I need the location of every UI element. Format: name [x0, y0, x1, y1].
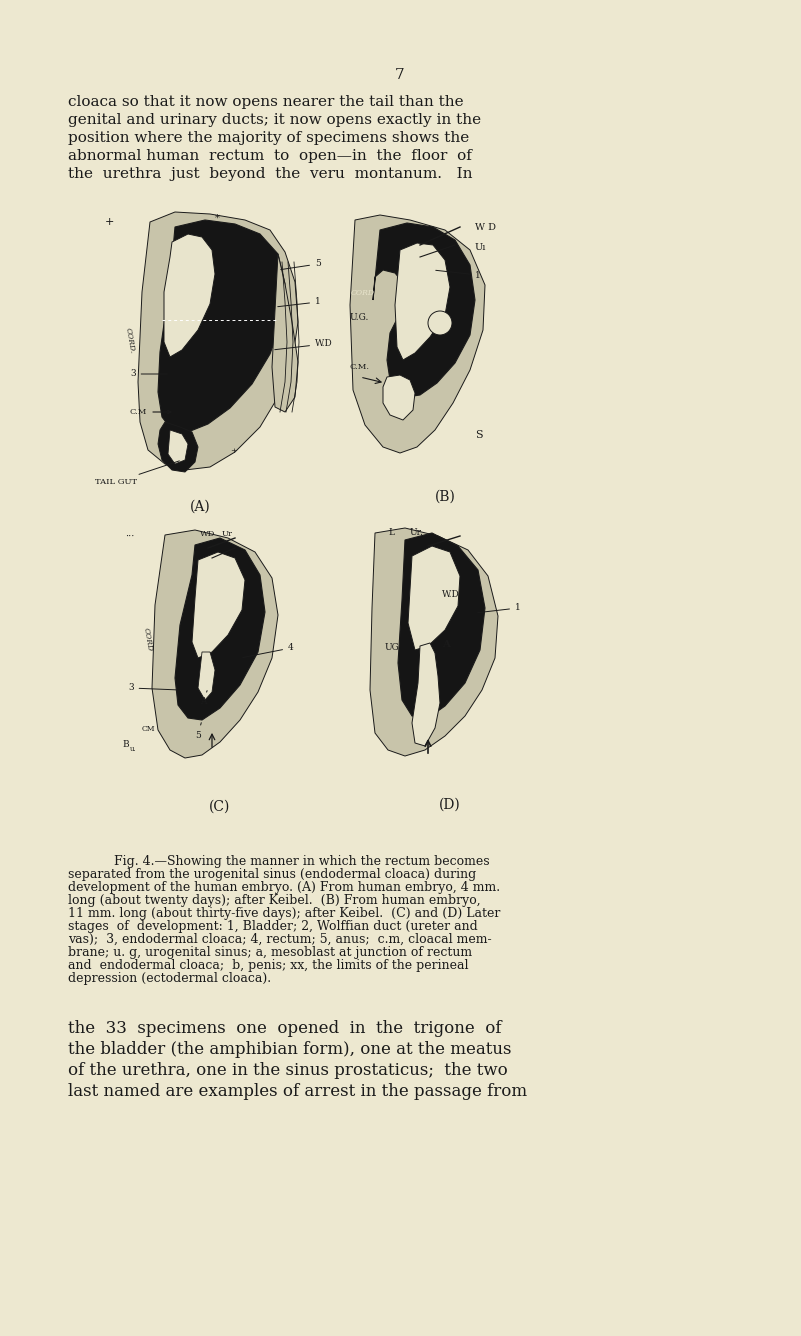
Text: CORD: CORD [351, 289, 375, 297]
Text: A: A [442, 640, 450, 649]
Polygon shape [272, 254, 298, 411]
Polygon shape [412, 643, 440, 745]
Text: stages  of  development: 1, Bladder; 2, Wolffian duct (ureter and: stages of development: 1, Bladder; 2, Wo… [68, 921, 477, 933]
Text: C.M: C.M [130, 407, 171, 415]
Text: 1: 1 [278, 298, 320, 307]
Text: 4: 4 [243, 644, 294, 657]
Text: A: A [200, 691, 207, 707]
Text: cloaca so that it now opens nearer the tail than the: cloaca so that it now opens nearer the t… [68, 95, 464, 110]
Text: separated from the urogenital sinus (endodermal cloaca) during: separated from the urogenital sinus (end… [68, 868, 477, 880]
Polygon shape [398, 533, 485, 717]
Text: TAIL GUT: TAIL GUT [95, 461, 179, 486]
Text: 3: 3 [130, 370, 167, 378]
Text: Ur: Ur [222, 530, 233, 538]
Text: abnormal human  rectum  to  open—in  the  floor  of: abnormal human rectum to open—in the flo… [68, 150, 472, 163]
Text: 1: 1 [436, 270, 481, 279]
Polygon shape [408, 546, 460, 651]
Polygon shape [138, 212, 298, 470]
Text: B: B [122, 740, 129, 749]
Text: of the urethra, one in the sinus prostaticus;  the two: of the urethra, one in the sinus prostat… [68, 1062, 508, 1079]
Text: long (about twenty days); after Keibel.  (B) From human embryo,: long (about twenty days); after Keibel. … [68, 894, 481, 907]
Polygon shape [175, 538, 265, 720]
Text: +: + [230, 448, 237, 456]
Text: W D: W D [475, 223, 496, 232]
Text: W.D: W.D [275, 339, 332, 350]
Text: 3: 3 [128, 684, 177, 692]
Polygon shape [373, 223, 475, 397]
Text: (A): (A) [190, 500, 211, 514]
Text: genital and urinary ducts; it now opens exactly in the: genital and urinary ducts; it now opens … [68, 114, 481, 127]
Text: C.M.: C.M. [350, 363, 370, 371]
Text: brane; u. g, urogenital sinus; a, mesoblast at junction of rectum: brane; u. g, urogenital sinus; a, mesobl… [68, 946, 472, 959]
Text: *: * [215, 214, 220, 223]
Text: last named are examples of arrest in the passage from: last named are examples of arrest in the… [68, 1083, 527, 1100]
Text: CORD: CORD [142, 627, 154, 652]
Text: 1: 1 [477, 604, 521, 613]
Text: Fig. 4.—Showing the manner in which the rectum becomes: Fig. 4.—Showing the manner in which the … [98, 855, 489, 868]
Text: development of the human embryo. (A) From human embryo, 4 mm.: development of the human embryo. (A) Fro… [68, 880, 500, 894]
Polygon shape [168, 430, 188, 464]
Text: CM: CM [142, 725, 155, 733]
Text: UG: UG [385, 643, 400, 652]
Text: A: A [433, 321, 441, 329]
Text: depression (ectodermal cloaca).: depression (ectodermal cloaca). [68, 973, 271, 985]
Text: S: S [475, 430, 483, 440]
Text: +: + [105, 216, 115, 227]
Text: CORD.: CORD. [124, 327, 136, 354]
Text: ···: ··· [125, 532, 135, 541]
Polygon shape [395, 243, 450, 359]
Polygon shape [152, 530, 278, 758]
Text: 5: 5 [280, 259, 321, 270]
Text: W.D: W.D [442, 591, 460, 599]
Text: the  urethra  just  beyond  the  veru  montanum.   In: the urethra just beyond the veru montanu… [68, 167, 473, 180]
Text: (B): (B) [435, 490, 456, 504]
Text: 11 mm. long (about thirty-five days); after Keibel.  (C) and (D) Later: 11 mm. long (about thirty-five days); af… [68, 907, 501, 921]
Text: the  33  specimens  one  opened  in  the  trigone  of: the 33 specimens one opened in the trigo… [68, 1019, 501, 1037]
Text: Ur.: Ur. [410, 528, 424, 537]
Text: position where the majority of specimens shows the: position where the majority of specimens… [68, 131, 469, 146]
Polygon shape [383, 375, 415, 420]
Text: 7: 7 [395, 68, 405, 81]
Text: (C): (C) [209, 800, 231, 814]
Text: (D): (D) [439, 798, 461, 812]
Polygon shape [158, 220, 285, 432]
Polygon shape [158, 422, 198, 472]
Polygon shape [192, 552, 245, 659]
Polygon shape [198, 652, 215, 700]
Text: u.: u. [130, 745, 137, 754]
Polygon shape [350, 215, 485, 453]
Polygon shape [370, 528, 498, 756]
Text: Uı: Uı [475, 243, 486, 253]
Polygon shape [164, 234, 215, 357]
Text: WD: WD [200, 530, 215, 538]
Text: the bladder (the amphibian form), one at the meatus: the bladder (the amphibian form), one at… [68, 1041, 512, 1058]
Circle shape [428, 311, 452, 335]
Text: vas);  3, endodermal cloaca; 4, rectum; 5, anus;  c.m, cloacal mem-: vas); 3, endodermal cloaca; 4, rectum; 5… [68, 933, 492, 946]
Text: and  endodermal cloaca;  b, penis; xx, the limits of the perineal: and endodermal cloaca; b, penis; xx, the… [68, 959, 469, 973]
Text: 5: 5 [195, 723, 201, 740]
Text: U.G.: U.G. [350, 313, 369, 322]
Text: L: L [388, 528, 394, 537]
